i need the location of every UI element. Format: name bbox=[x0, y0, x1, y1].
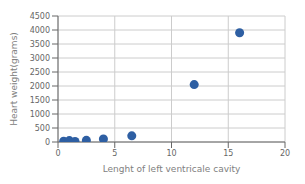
svg-text:3000: 3000 bbox=[30, 54, 50, 63]
svg-text:20: 20 bbox=[280, 149, 290, 158]
svg-text:15: 15 bbox=[223, 149, 233, 158]
svg-text:4000: 4000 bbox=[30, 26, 50, 35]
svg-text:Lenght of left ventricale cavi: Lenght of left ventricale cavity bbox=[103, 164, 241, 174]
svg-text:5: 5 bbox=[112, 149, 117, 158]
svg-text:3500: 3500 bbox=[30, 40, 50, 49]
svg-text:0: 0 bbox=[45, 138, 50, 147]
svg-text:1500: 1500 bbox=[30, 96, 50, 105]
svg-text:Heart weight(grams): Heart weight(grams) bbox=[9, 32, 19, 126]
svg-text:0: 0 bbox=[55, 149, 60, 158]
svg-text:10: 10 bbox=[166, 149, 176, 158]
svg-text:1000: 1000 bbox=[30, 110, 50, 119]
svg-text:500: 500 bbox=[35, 124, 50, 133]
svg-text:4500: 4500 bbox=[30, 12, 50, 21]
svg-text:2500: 2500 bbox=[30, 68, 50, 77]
svg-text:2000: 2000 bbox=[30, 82, 50, 91]
